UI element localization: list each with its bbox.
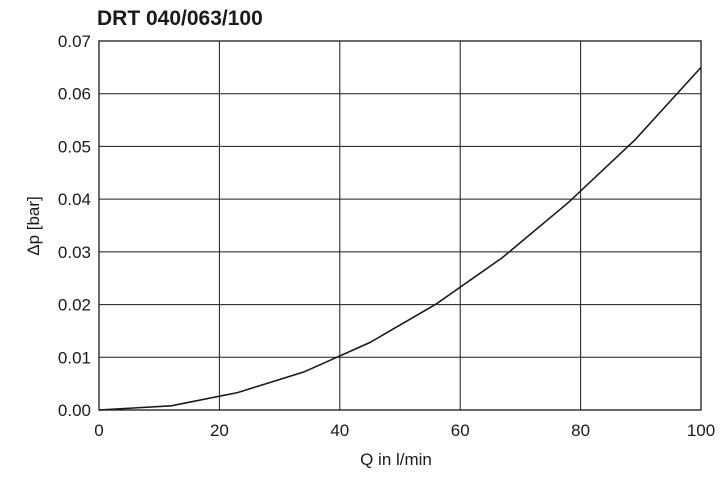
- x-tick-label: 0: [94, 421, 103, 440]
- y-tick-label: 0.06: [58, 85, 91, 104]
- plot-frame: [98, 40, 702, 411]
- x-tick-label: 80: [571, 421, 590, 440]
- x-tick-label: 100: [687, 421, 715, 440]
- y-tick-label: 0.05: [58, 137, 91, 156]
- chart-title: DRT 040/063/100: [97, 7, 263, 30]
- x-tick-label: 40: [330, 421, 349, 440]
- grid: [98, 40, 702, 411]
- y-axis-ticks: 0.00 0.01 0.02 0.03 0.04 0.05 0.06 0.07: [58, 32, 91, 420]
- y-tick-label: 0.03: [58, 243, 91, 262]
- x-tick-label: 60: [451, 421, 470, 440]
- y-tick-label: 0.00: [58, 401, 91, 420]
- plot-border: [98, 40, 702, 411]
- y-tick-label: 0.01: [58, 348, 91, 367]
- y-axis-label: Δp [bar]: [24, 196, 43, 256]
- x-tick-label: 20: [210, 421, 229, 440]
- x-axis-ticks: 0 20 40 60 80 100: [94, 421, 715, 440]
- series-line: [98, 66, 702, 411]
- y-tick-label: 0.04: [58, 190, 91, 209]
- y-tick-label: 0.07: [58, 32, 91, 51]
- x-axis-label: Q in l/min: [360, 450, 432, 469]
- series-layer: [98, 66, 702, 411]
- y-tick-label: 0.02: [58, 296, 91, 315]
